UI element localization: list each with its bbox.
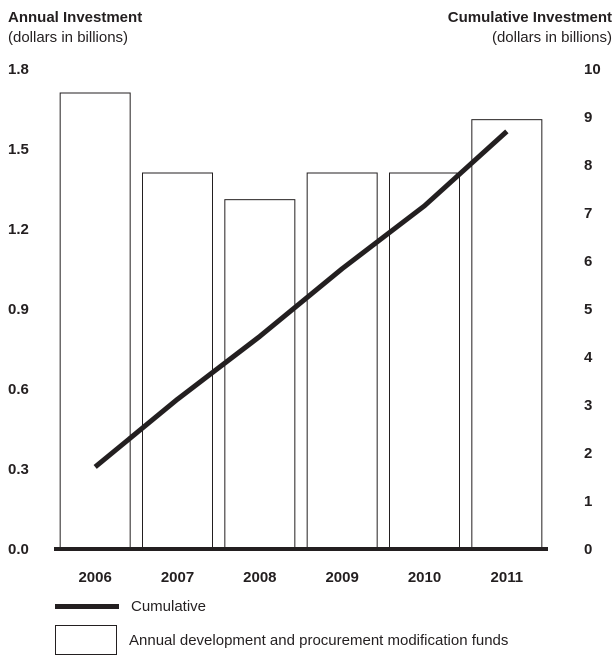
legend-swatch-box bbox=[55, 625, 117, 655]
x-tick-label-2010: 2010 bbox=[408, 569, 441, 586]
left-tick-label: 0.9 bbox=[8, 301, 29, 318]
x-tick-label-2011: 2011 bbox=[491, 569, 524, 586]
legend-label-cumulative: Cumulative bbox=[131, 598, 207, 615]
right-tick-label: 4 bbox=[584, 349, 593, 366]
bar-2006 bbox=[59, 92, 131, 550]
left-axis-subtitle: (dollars in billions) bbox=[8, 29, 129, 46]
left-axis-title-block: Annual Investment (dollars in billions) bbox=[8, 8, 142, 48]
bar-2009 bbox=[306, 172, 378, 550]
right-tick-label: 7 bbox=[584, 205, 592, 222]
right-tick-label: 2 bbox=[584, 445, 592, 462]
legend-label-annual: Annual development and procurement modif… bbox=[129, 631, 509, 649]
legend-swatch-line bbox=[55, 604, 119, 609]
right-tick-label: 10 bbox=[584, 61, 601, 78]
left-tick-label: 0.6 bbox=[8, 381, 29, 398]
left-tick-label: 1.5 bbox=[8, 141, 29, 158]
left-tick-label: 1.8 bbox=[8, 61, 29, 78]
x-tick-label-2009: 2009 bbox=[325, 569, 358, 586]
left-tick-label: 1.2 bbox=[8, 221, 29, 238]
right-tick-label: 6 bbox=[584, 253, 592, 270]
bar-2010 bbox=[389, 172, 460, 550]
right-tick-label: 8 bbox=[584, 157, 592, 174]
x-tick-label-2008: 2008 bbox=[243, 569, 276, 586]
right-tick-label: 5 bbox=[584, 301, 592, 318]
legend-item-annual: Annual development and procurement modif… bbox=[55, 625, 508, 655]
left-tick-label: 0.3 bbox=[8, 461, 29, 478]
right-tick-label: 3 bbox=[584, 397, 592, 414]
x-tick-label-2006: 2006 bbox=[78, 569, 111, 586]
left-axis-title: Annual Investment bbox=[8, 9, 143, 26]
legend-item-cumulative: Cumulative bbox=[55, 598, 206, 615]
right-axis-subtitle: (dollars in billions) bbox=[491, 29, 612, 46]
x-tick-label-2007: 2007 bbox=[161, 569, 194, 586]
right-tick-label: 1 bbox=[584, 493, 592, 510]
left-tick-label: 0.0 bbox=[8, 541, 29, 558]
right-axis-title-block: Cumulative Investment (dollars in billio… bbox=[448, 8, 612, 48]
bar-2011 bbox=[471, 119, 543, 550]
right-axis-title: Cumulative Investment bbox=[447, 9, 612, 26]
bar-2008 bbox=[224, 199, 296, 550]
right-tick-label: 9 bbox=[584, 109, 592, 126]
bar-2007 bbox=[142, 172, 213, 550]
right-tick-label: 0 bbox=[584, 541, 592, 558]
cumulative-line bbox=[93, 129, 509, 469]
